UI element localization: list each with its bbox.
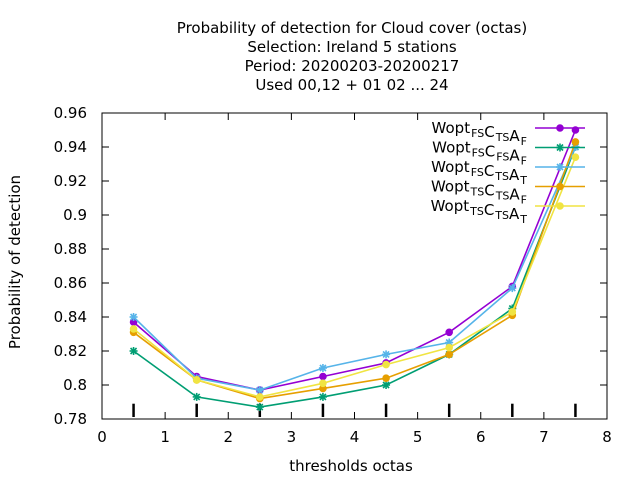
legend-marker-1 [556,124,564,132]
legend-label-1: WoptFSCTSAF [432,119,527,148]
data-point [192,392,201,401]
x-axis-label: thresholds octas [289,457,413,475]
data-point [382,350,391,359]
x-tick-label: 7 [539,428,549,446]
data-point [256,393,264,401]
data-point [382,374,390,383]
legend-marker-3 [556,163,564,171]
x-tick-label: 2 [223,428,233,446]
legend-label-4: WoptTSCTSAF [431,178,527,207]
data-point [382,381,391,389]
x-tick-label: 8 [602,428,612,446]
title-line-3: Period: 20200203-20200217 [245,57,460,75]
series-line-1 [133,129,577,391]
x-tick-label: 0 [97,428,107,446]
legend-marker-4 [556,182,564,191]
data-point [319,379,327,388]
legend-label-3: WoptFSCTSAT [431,158,527,187]
series-line-2 [133,146,577,408]
y-tick-label: 0.92 [54,172,87,190]
x-tick-label: 3 [287,428,297,446]
y-tick-label: 0.84 [54,308,87,326]
y-tick-label: 0.94 [54,138,87,156]
data-point [255,403,264,412]
x-tick-label: 6 [476,428,486,446]
threshold-markers [132,403,577,417]
y-tick-label: 0.96 [54,104,87,122]
data-point [445,343,453,352]
legend-label-2: WoptFSCFSAF [432,139,527,168]
data-point [445,328,453,337]
data-point [319,372,327,381]
data-point [192,376,201,384]
series [129,126,580,412]
data-point [571,153,580,161]
data-point [508,284,517,293]
title-line-1: Probability of detection for Cloud cover… [177,19,527,37]
data-point [318,364,327,372]
y-tick-label: 0.88 [54,240,87,258]
legend: WoptFSCTSAFWoptFSCFSAFWoptFSCTSATWoptTSC… [431,119,585,226]
data-point [445,350,453,359]
title-line-2: Selection: Ireland 5 stations [247,38,457,56]
data-point [129,313,138,321]
y-tick-label: 0.8 [63,376,87,394]
legend-marker-5 [556,202,564,210]
data-point [382,360,390,369]
data-point [318,392,327,401]
y-tick-label: 0.86 [54,274,87,292]
chart-title: Probability of detection for Cloud cover… [177,19,527,94]
x-tick-label: 1 [160,428,170,446]
data-point [255,386,264,395]
ticks: 0 1 2 3 4 5 6 7 8 0.78 0.8 0.82 0.84 0.86 0.88 0.9 0.92 0… [54,104,612,446]
data-point [129,347,138,355]
title-line-4: Used 00,12 + 01 02 ... 24 [255,76,448,94]
y-tick-label: 0.82 [54,342,87,360]
x-tick-label: 4 [350,428,360,446]
series-line-3 [133,146,577,391]
x-tick-label: 5 [413,428,423,446]
data-point [571,138,580,146]
data-point [508,308,517,316]
legend-marker-2 [556,143,564,152]
legend-label-5: WoptTSCTSAT [431,197,528,226]
y-tick-label: 0.78 [54,410,87,428]
data-point [129,325,138,333]
y-axis-label: Probability of detection [6,175,24,349]
y-tick-label: 0.9 [63,206,87,224]
series-line-5 [133,156,577,398]
